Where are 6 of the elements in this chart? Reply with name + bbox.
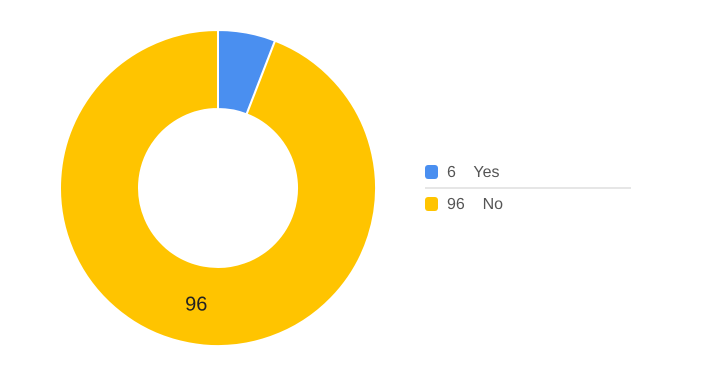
donut-slice [59, 29, 377, 347]
slice-label: No [464, 196, 504, 212]
legend-label: Yes [456, 164, 500, 180]
text: 96 [447, 196, 465, 212]
data-label: 6 [447, 164, 456, 180]
data-label: 96 [185, 293, 208, 316]
